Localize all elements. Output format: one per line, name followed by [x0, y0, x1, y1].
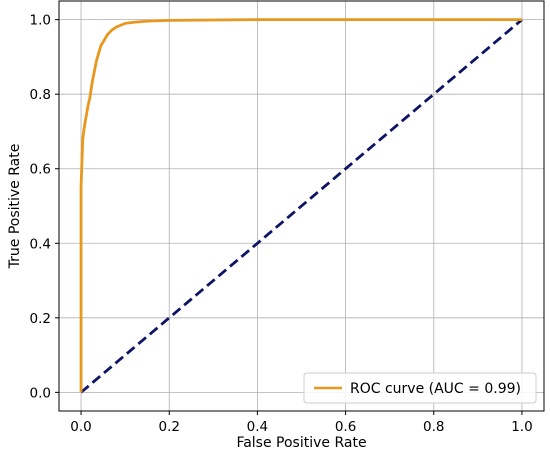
chance-diagonal-line	[80, 18, 523, 394]
y-tick-label-2: 0.4	[30, 236, 51, 252]
y-tick-label-1: 0.2	[30, 311, 51, 327]
y-tick-label-4: 0.8	[30, 87, 51, 103]
y-tick-label-0: 0.0	[30, 385, 51, 401]
x-tick-label-2: 0.4	[247, 419, 268, 435]
x-axis-label: False Positive Rate	[236, 435, 366, 451]
ticks: 0.0 0.2 0.4 0.6 0.8 1.0 0.0 0.2 0.4 0.6 0.8 1.0	[30, 13, 533, 435]
x-tick-label-0: 0.0	[70, 419, 91, 435]
legend: ROC curve (AUC = 0.99)	[303, 372, 537, 404]
legend-box	[303, 372, 537, 404]
plot-frame	[58, 0, 545, 412]
x-tick-label-5: 1.0	[511, 419, 532, 435]
series-layer	[79, 18, 523, 394]
x-tick-label-4: 0.8	[423, 419, 444, 435]
x-tick-label-1: 0.2	[158, 419, 179, 435]
y-axis-label: True Positive Rate	[7, 144, 23, 270]
legend-entry-roc: ROC curve (AUC = 0.99)	[350, 381, 521, 397]
y-tick-label-5: 1.0	[30, 13, 51, 29]
roc-curve-line	[79, 18, 522, 393]
y-tick-label-3: 0.6	[30, 162, 51, 178]
grid	[59, 1, 544, 411]
x-tick-label-3: 0.6	[335, 419, 356, 435]
